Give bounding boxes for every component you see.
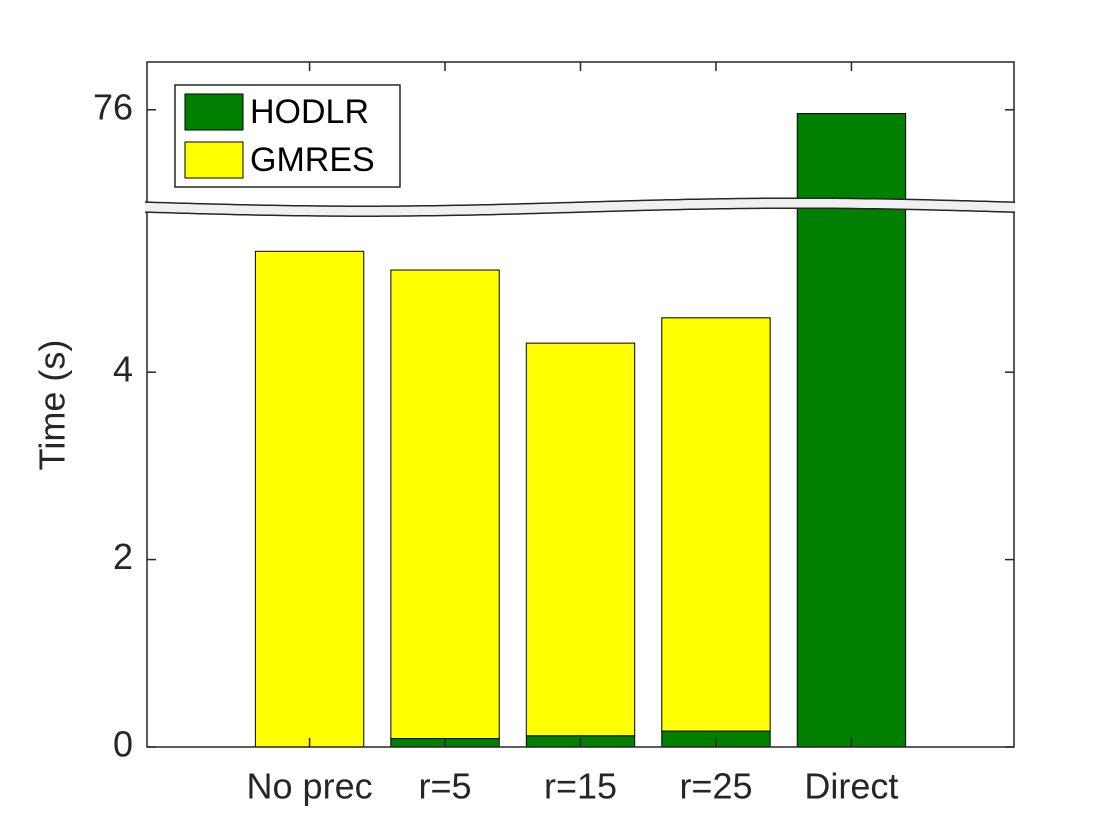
axis-break <box>145 198 1015 217</box>
bar-segment <box>390 269 500 740</box>
axis-break-edge <box>144 207 1016 217</box>
y-tick-label: 4 <box>113 349 133 390</box>
bar-segment <box>796 113 907 748</box>
legend: HODLR GMRES <box>174 84 401 188</box>
legend-swatch <box>184 141 244 179</box>
x-tick-label: Direct <box>804 766 898 807</box>
bar-segment <box>525 342 636 737</box>
y-axis-label: Time (s) <box>32 340 73 471</box>
legend-swatch <box>184 93 244 131</box>
x-tick-label: No prec <box>247 766 373 807</box>
bar-segment <box>661 317 771 732</box>
y-tick-label: 76 <box>93 86 133 127</box>
legend-label: HODLR <box>250 93 369 131</box>
y-tick-label: 0 <box>113 724 133 765</box>
y-tick-label: 2 <box>113 536 133 577</box>
bar-segment <box>254 250 365 748</box>
x-tick-label: r=15 <box>544 766 617 807</box>
x-tick-label: r=25 <box>679 766 752 807</box>
axis-break-edge <box>144 197 1016 207</box>
legend-label: GMRES <box>250 141 375 179</box>
x-tick-label: r=5 <box>419 766 472 807</box>
